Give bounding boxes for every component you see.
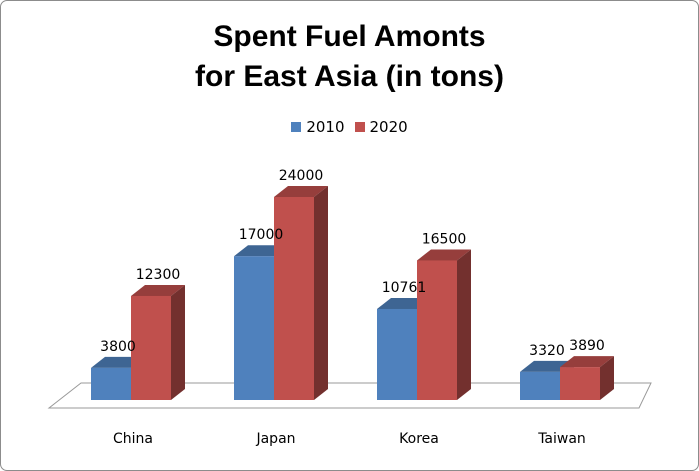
data-label-japan-2010: 17000 bbox=[239, 227, 284, 243]
data-label-korea-2010: 10761 bbox=[382, 280, 427, 296]
bar-top-face bbox=[274, 186, 328, 197]
bar-front-face bbox=[377, 308, 417, 400]
bar-front-face bbox=[234, 256, 274, 400]
data-label-china-2020: 12300 bbox=[136, 267, 181, 283]
legend-swatch-2020 bbox=[354, 122, 365, 132]
bar-front-face bbox=[520, 371, 560, 400]
bar-top-face bbox=[131, 284, 185, 296]
data-label-taiwan-2010: 3320 bbox=[529, 343, 565, 359]
bar-side-face bbox=[457, 249, 471, 400]
bar-japan-2020 bbox=[274, 186, 328, 400]
legend-swatch-2010 bbox=[291, 122, 302, 132]
bar-china-2020 bbox=[131, 284, 185, 400]
bar-front-face bbox=[560, 367, 600, 400]
bar-side-face bbox=[600, 356, 614, 400]
data-label-korea-2020: 16500 bbox=[422, 231, 467, 247]
category-label-korea: Korea bbox=[399, 431, 439, 447]
data-label-japan-2020: 24000 bbox=[279, 168, 324, 184]
bar-front-face bbox=[91, 367, 131, 400]
data-label-taiwan-2020: 3890 bbox=[569, 338, 605, 354]
bar-front-face bbox=[417, 260, 457, 400]
legend-label-2020: 2020 bbox=[369, 118, 408, 136]
bar-top-face bbox=[417, 249, 471, 261]
chart-title-line-1: Spent Fuel Amonts bbox=[213, 20, 486, 53]
category-label-japan: Japan bbox=[255, 431, 295, 447]
bar-front-face bbox=[131, 295, 171, 400]
category-label-taiwan: Taiwan bbox=[537, 431, 586, 447]
chart-legend: 2010 2020 bbox=[1, 118, 698, 136]
legend-item-2010: 2010 bbox=[291, 118, 345, 136]
legend-item-2020: 2020 bbox=[354, 118, 408, 136]
legend-label-2010: 2010 bbox=[306, 118, 345, 136]
bar-top-face bbox=[560, 356, 614, 368]
bar-taiwan-2020 bbox=[560, 356, 614, 400]
bar-side-face bbox=[171, 284, 185, 400]
data-label-china-2010: 3800 bbox=[100, 339, 136, 355]
bar-side-face bbox=[314, 186, 328, 400]
chart-title-line-2: for East Asia (in tons) bbox=[195, 60, 504, 93]
chart-floor bbox=[47, 382, 652, 409]
category-label-china: China bbox=[113, 431, 153, 447]
chart-title: Spent Fuel Amonts for East Asia (in tons… bbox=[1, 17, 698, 97]
bar-korea-2020 bbox=[417, 249, 471, 400]
bar-front-face bbox=[274, 197, 314, 400]
